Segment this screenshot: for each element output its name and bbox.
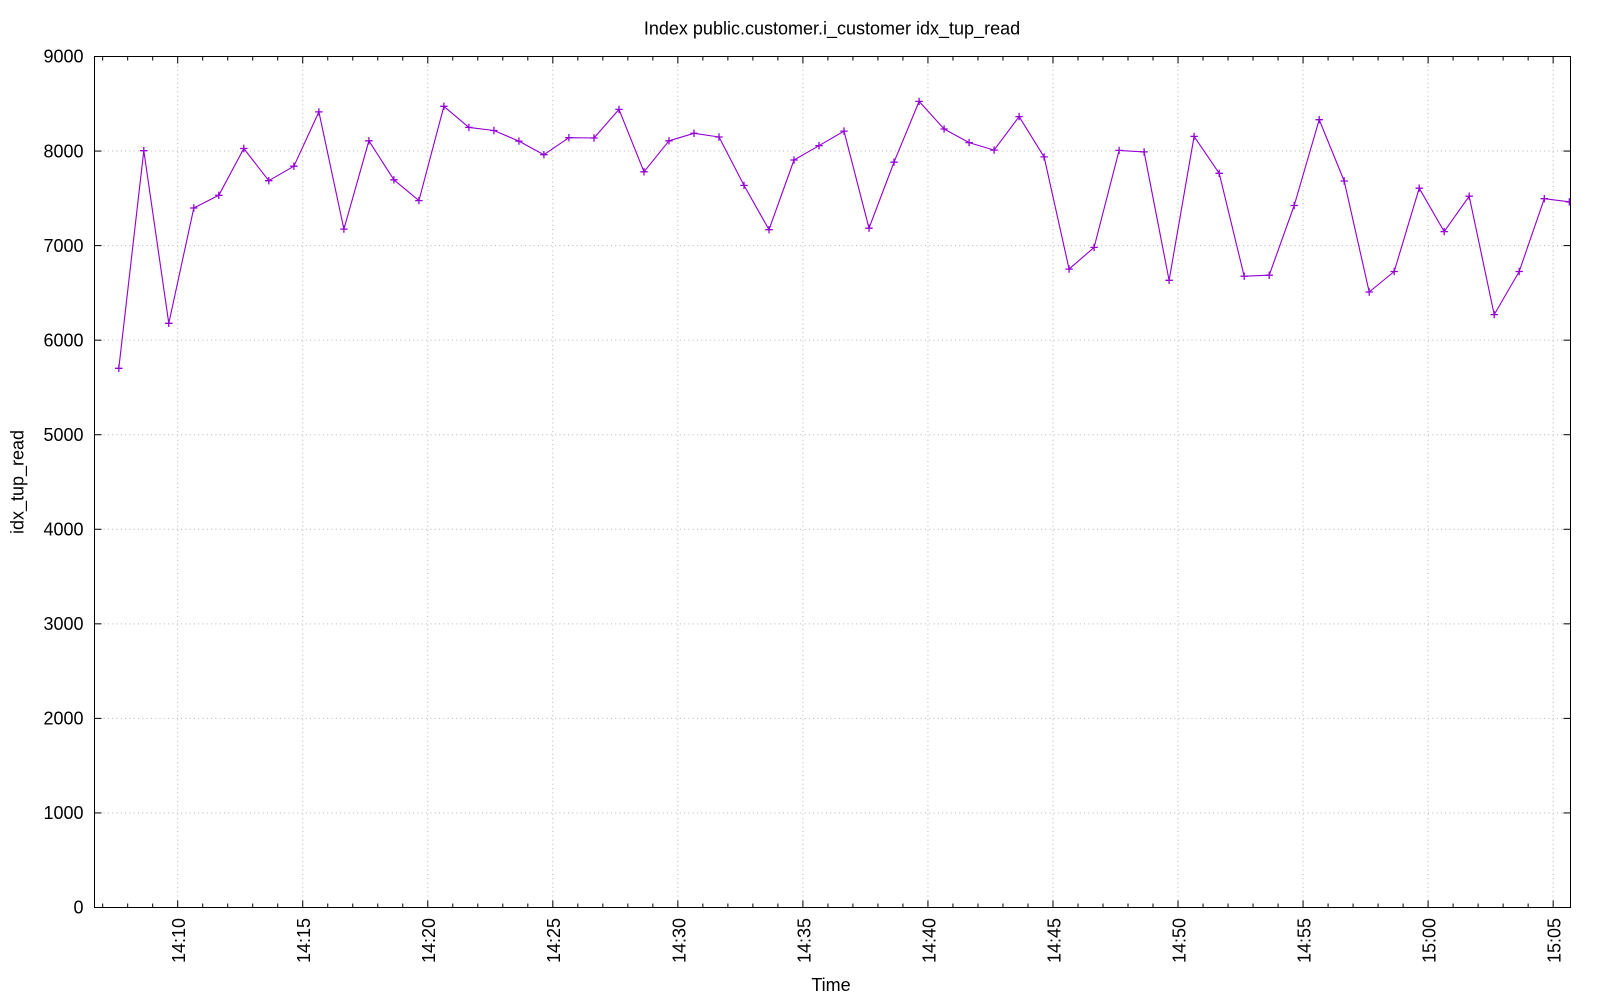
svg-text:idx_tup_read: idx_tup_read bbox=[8, 430, 29, 534]
svg-text:14:50: 14:50 bbox=[1169, 918, 1189, 963]
svg-text:0: 0 bbox=[73, 898, 83, 918]
svg-text:15:05: 15:05 bbox=[1545, 918, 1565, 963]
svg-text:15:00: 15:00 bbox=[1420, 918, 1440, 963]
svg-text:14:20: 14:20 bbox=[419, 918, 439, 963]
svg-text:14:10: 14:10 bbox=[169, 918, 189, 963]
svg-text:5000: 5000 bbox=[43, 425, 83, 445]
svg-text:4000: 4000 bbox=[43, 519, 83, 539]
svg-text:14:30: 14:30 bbox=[669, 918, 689, 963]
svg-text:14:25: 14:25 bbox=[544, 918, 564, 963]
svg-text:2000: 2000 bbox=[43, 709, 83, 729]
svg-text:1000: 1000 bbox=[43, 803, 83, 823]
svg-text:7000: 7000 bbox=[43, 236, 83, 256]
svg-text:Index public.customer.i_custom: Index public.customer.i_customer idx_tup… bbox=[644, 19, 1020, 40]
svg-text:14:40: 14:40 bbox=[919, 918, 939, 963]
svg-text:3000: 3000 bbox=[43, 614, 83, 634]
svg-text:8000: 8000 bbox=[43, 141, 83, 161]
svg-text:14:15: 14:15 bbox=[294, 918, 314, 963]
svg-text:9000: 9000 bbox=[43, 47, 83, 67]
svg-text:6000: 6000 bbox=[43, 330, 83, 350]
svg-text:Time: Time bbox=[811, 975, 850, 995]
svg-text:14:45: 14:45 bbox=[1044, 918, 1064, 963]
svg-text:14:55: 14:55 bbox=[1294, 918, 1314, 963]
svg-text:14:35: 14:35 bbox=[794, 918, 814, 963]
